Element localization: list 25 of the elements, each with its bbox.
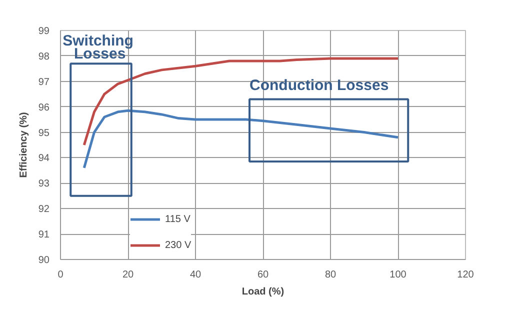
y-tick-label: 94 [38, 153, 50, 164]
x-tick-label: 40 [190, 270, 202, 280]
y-tick-label: 97 [38, 76, 50, 88]
y-tick-label: 99 [38, 26, 50, 37]
legend-label: 115 V [165, 214, 190, 224]
x-tick-label: 0 [58, 270, 64, 280]
x-tick-label: 20 [122, 270, 134, 280]
annotation: Conduction Losses [250, 77, 389, 94]
x-tick-label: 120 [457, 270, 474, 280]
x-axis-title: Load (%) [242, 286, 284, 298]
y-axis-title: Efficiency (%) [18, 112, 30, 178]
annotation: Switching Losses [62, 32, 134, 62]
line-series [82, 57, 400, 146]
x-tick-label: 80 [324, 270, 336, 280]
y-tick-label: 93 [38, 178, 50, 190]
y-tick-label: 92 [38, 204, 50, 216]
legend-label: 230 V [165, 240, 192, 250]
line-series [82, 109, 400, 170]
y-tick-label: 90 [38, 255, 50, 266]
y-tick-label: 98 [38, 51, 50, 62]
x-tick-label: 100 [390, 270, 407, 280]
y-tick-label: 91 [38, 230, 50, 241]
y-tick-label: 96 [38, 102, 50, 114]
y-tick-label: 95 [38, 128, 50, 139]
x-tick-label: 60 [257, 270, 269, 280]
